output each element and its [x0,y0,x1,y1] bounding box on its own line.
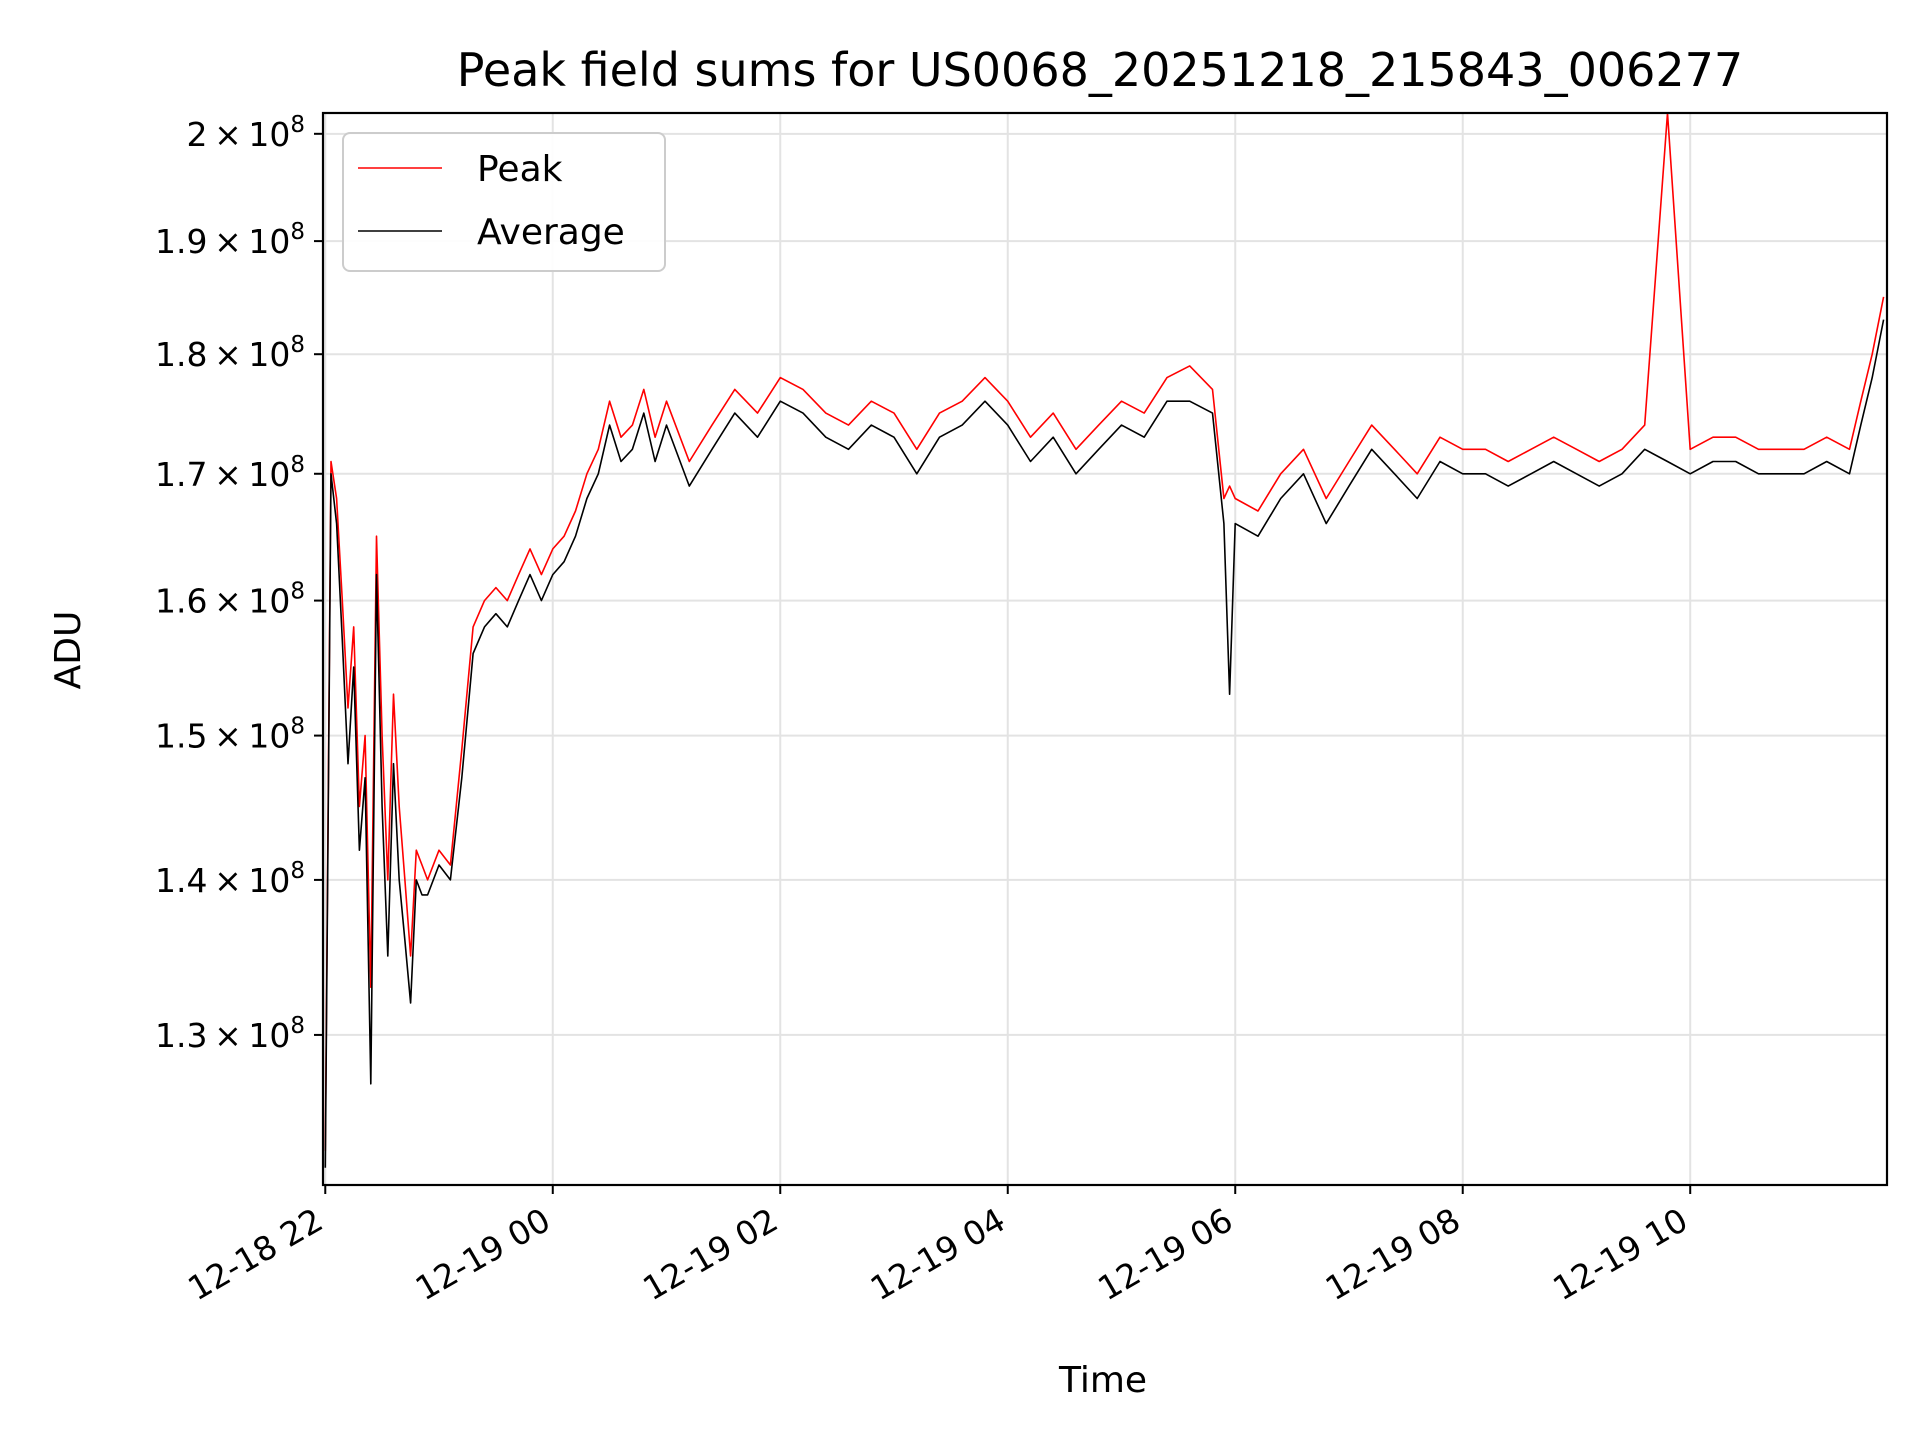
grid-lines [323,113,1887,1185]
series-layer [324,112,1885,1168]
y-tick-label: 1.8 × 108 [155,332,305,374]
chart-title: Peak field sums for US0068_20251218_2158… [457,43,1743,97]
x-axis-label: Time [1058,1360,1147,1401]
plot-frame [321,111,1889,1187]
y-tick-label: 1.5 × 108 [155,714,305,756]
y-tick-label: 1.6 × 108 [155,579,305,621]
legend-label-peak: Peak [477,149,563,190]
legend: Peak Average [342,132,666,272]
series-line-average [324,319,1885,1168]
series-line-peak [324,112,1885,1151]
y-axis-ticks: 1.3 × 108 1.4 × 108 1.5 × 108 1.6 × 108 1.7 … [155,112,323,1055]
y-tick-label: 1.3 × 108 [155,1013,305,1055]
legend-label-average: Average [477,212,625,253]
y-tick-label: 1.9 × 108 [155,219,305,261]
y-tick-label: 1.4 × 108 [155,858,305,900]
y-axis-label: ADU [48,611,89,690]
y-tick-label: 2 × 108 [187,112,305,154]
y-tick-label: 1.7 × 108 [155,452,305,494]
